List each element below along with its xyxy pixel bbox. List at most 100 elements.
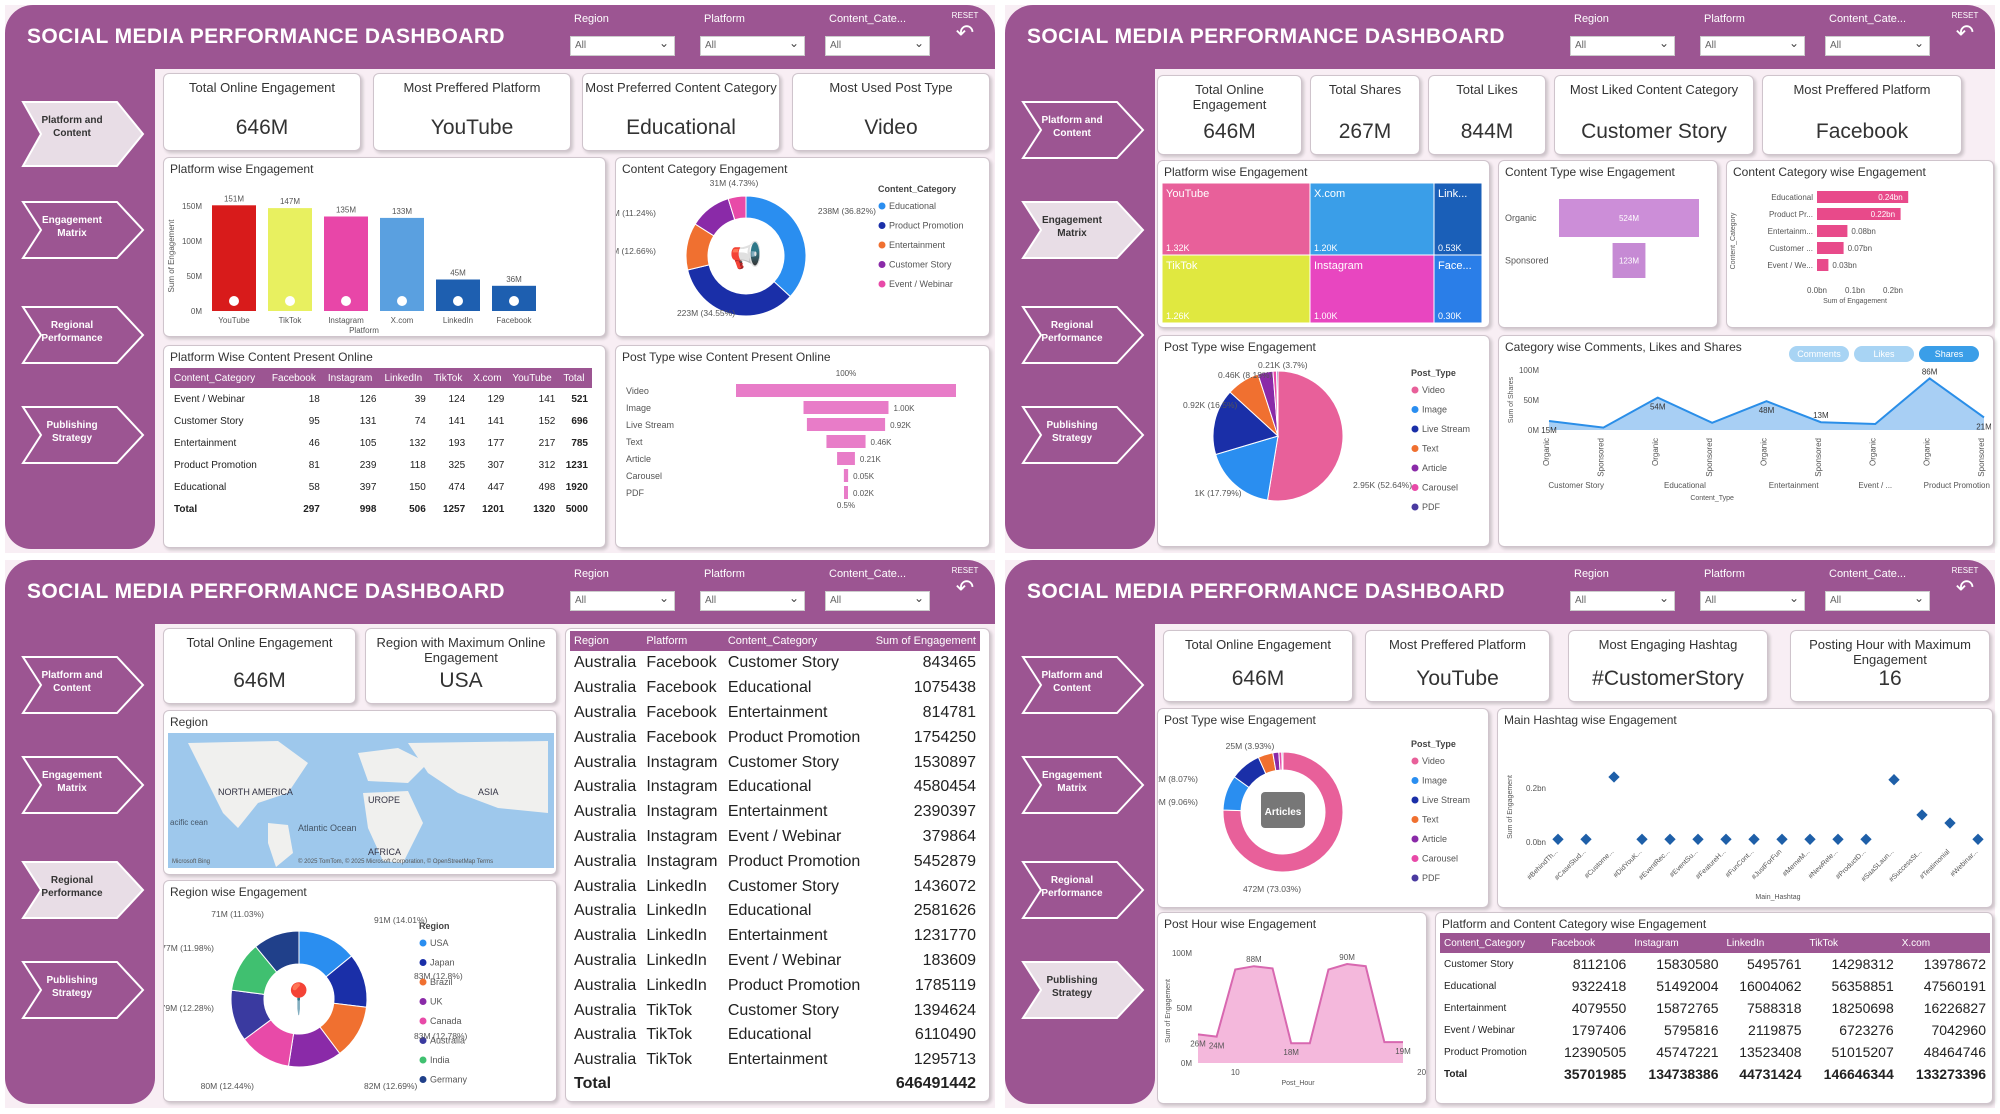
likes-toggle[interactable]: Likes bbox=[1854, 346, 1914, 362]
nav-platform-content[interactable]: Platform and Content bbox=[17, 655, 145, 717]
region-filter[interactable]: Region All bbox=[1570, 568, 1675, 614]
x-tick: Facebook bbox=[496, 316, 532, 325]
table-header: Facebook bbox=[1547, 933, 1631, 953]
table-cell: 7042960 bbox=[1931, 1022, 1986, 1038]
reset-button[interactable]: RESET ↶ bbox=[1951, 11, 1979, 45]
table-header: TikTok bbox=[429, 368, 470, 388]
table-cell: 1320 bbox=[533, 503, 556, 515]
table-cell: 6723276 bbox=[1839, 1022, 1894, 1038]
table-cell: 35701985 bbox=[1563, 1066, 1627, 1082]
table-cell: LinkedIn bbox=[646, 951, 707, 969]
content-category-filter[interactable]: Content_Cate... All bbox=[1825, 568, 1930, 614]
data-label: 0.02K bbox=[853, 489, 875, 498]
legend-item: Article bbox=[1422, 463, 1447, 473]
kpi-card: Posting Hour with Maximum Engagement 16 bbox=[1790, 630, 1990, 702]
nav-engagement-matrix[interactable]: Engagement Matrix bbox=[1017, 755, 1145, 817]
platform-filter[interactable]: Platform All bbox=[700, 568, 805, 614]
table-cell: Customer Story bbox=[727, 1001, 839, 1019]
pie-slice bbox=[1266, 370, 1344, 502]
platform-filter[interactable]: Platform All bbox=[1700, 568, 1805, 614]
region-filter[interactable]: Region All bbox=[570, 568, 675, 614]
table-cell: Australia bbox=[574, 976, 637, 994]
map-label: AFRICA bbox=[368, 847, 401, 857]
nav-regional-performance[interactable]: Regional Performance bbox=[1017, 860, 1145, 922]
content-category-filter[interactable]: Content_Cate... All bbox=[1825, 13, 1930, 59]
table-cell: TikTok bbox=[646, 1051, 692, 1069]
data-label: 83M (12.8%) bbox=[414, 971, 463, 981]
nav-arrow-shape bbox=[21, 656, 145, 714]
table-cell: 521 bbox=[571, 393, 588, 405]
table-cell: 506 bbox=[409, 503, 426, 515]
table-cell: Entertainment bbox=[727, 1051, 828, 1069]
bar bbox=[1817, 242, 1844, 254]
scatter-point bbox=[1748, 833, 1760, 845]
y-axis-label: Sum of Engagement bbox=[167, 219, 176, 293]
kpi-card: Most Preferred Content Category Education… bbox=[582, 73, 780, 151]
platform-treemap: YouTube 1.32K X.com 1.20K Link... 0.53K TikTok… bbox=[1161, 182, 1483, 324]
legend-item: USA bbox=[430, 938, 449, 948]
platform-filter[interactable]: Platform All bbox=[1700, 13, 1805, 59]
table-cell: Australia bbox=[574, 1026, 637, 1044]
legend-swatch bbox=[1411, 445, 1419, 452]
data-label: 147M bbox=[280, 197, 300, 206]
reset-button[interactable]: RESET ↶ bbox=[1951, 566, 1979, 600]
post-hour-area-chart: Sum of Engagement 0M 50M 100M 26M 24M 88M 18M 90… bbox=[1165, 949, 1426, 1087]
megaphone-icon: 📢 bbox=[730, 240, 762, 271]
comments-toggle[interactable]: Comments bbox=[1789, 346, 1849, 362]
table-cell: 118 bbox=[409, 459, 426, 471]
nav-arrow-shape bbox=[1021, 306, 1145, 364]
data-label: 80M (12.44%) bbox=[201, 1081, 255, 1091]
table-total-row: Total 297 998 506 1257 1201 1320 5000 bbox=[170, 498, 592, 520]
table-cell: Facebook bbox=[646, 728, 717, 746]
shares-toggle[interactable]: Shares bbox=[1919, 346, 1979, 362]
table-cell: 48464746 bbox=[1923, 1044, 1986, 1060]
legend-swatch bbox=[878, 261, 886, 268]
legend-swatch bbox=[1411, 855, 1419, 862]
legend-swatch bbox=[419, 1037, 427, 1044]
data-label: 82M (12.69%) bbox=[364, 1081, 418, 1091]
nav-engagement-matrix[interactable]: Engagement Matrix bbox=[17, 755, 145, 817]
treemap-card: Platform wise Engagement YouTube 1.32K X.c… bbox=[1157, 160, 1490, 328]
table-row: Australia TikTok Educational 6110490 bbox=[570, 1023, 980, 1048]
legend-item: Carousel bbox=[1422, 483, 1458, 493]
region-filter[interactable]: Region All bbox=[1570, 13, 1675, 59]
category-label: Link... bbox=[1438, 188, 1467, 200]
table-cell: 51492004 bbox=[1656, 978, 1719, 994]
data-label: 100% bbox=[836, 369, 856, 378]
nav-regional-performance[interactable]: Regional Performance bbox=[1017, 305, 1145, 367]
legend-item: UK bbox=[430, 997, 443, 1007]
world-map[interactable]: NORTH AMERICA UROPE ASIA Atlantic Ocean … bbox=[168, 733, 554, 868]
region-filter[interactable]: Region All bbox=[570, 13, 675, 59]
legend-item: Australia bbox=[430, 1036, 465, 1046]
table-cell: 1295713 bbox=[913, 1051, 976, 1069]
table-cell: 193 bbox=[448, 437, 466, 449]
nav-regional-performance[interactable]: Regional Performance bbox=[17, 305, 145, 367]
platform-filter[interactable]: Platform All bbox=[700, 13, 805, 59]
nav-publishing-strategy[interactable]: Publishing Strategy bbox=[17, 960, 145, 1022]
platform-icon bbox=[453, 296, 463, 306]
nav-engagement-matrix[interactable]: Engagement Matrix bbox=[17, 200, 145, 262]
table-cell: 6110490 bbox=[914, 1026, 976, 1044]
nav-publishing-strategy[interactable]: Publishing Strategy bbox=[1017, 405, 1145, 467]
nav-engagement-matrix[interactable]: Engagement Matrix bbox=[1017, 200, 1145, 262]
table-cell: Instagram bbox=[646, 778, 718, 796]
table-cell: 18 bbox=[308, 393, 320, 405]
nav-platform-content[interactable]: Platform and Content bbox=[1017, 655, 1145, 717]
x-axis-label: Main_Hashtag bbox=[1755, 894, 1800, 901]
nav-publishing-strategy[interactable]: Publishing Strategy bbox=[1017, 960, 1145, 1022]
nav-platform-content[interactable]: Platform and Content bbox=[17, 100, 145, 167]
content-category-filter[interactable]: Content_Cate... All bbox=[825, 568, 930, 614]
nav-regional-performance[interactable]: Regional Performance bbox=[17, 860, 145, 922]
reset-button[interactable]: RESET ↶ bbox=[951, 566, 979, 600]
x-tick: Organic bbox=[1651, 438, 1660, 466]
table-cell: Product Promotion bbox=[727, 728, 861, 746]
x-tick: Instagram bbox=[328, 316, 364, 325]
table-cell: Customer Story bbox=[727, 654, 839, 672]
nav-platform-content[interactable]: Platform and Content bbox=[1017, 100, 1145, 162]
cls-card: Category wise Comments, Likes and Shares… bbox=[1498, 335, 1994, 547]
nav-publishing-strategy[interactable]: Publishing Strategy bbox=[17, 405, 145, 467]
content-category-filter[interactable]: Content_Cate... All bbox=[825, 13, 930, 59]
table-header: LinkedIn bbox=[380, 368, 430, 388]
data-label: 19M bbox=[1395, 1047, 1411, 1056]
reset-button[interactable]: RESET ↶ bbox=[951, 11, 979, 45]
